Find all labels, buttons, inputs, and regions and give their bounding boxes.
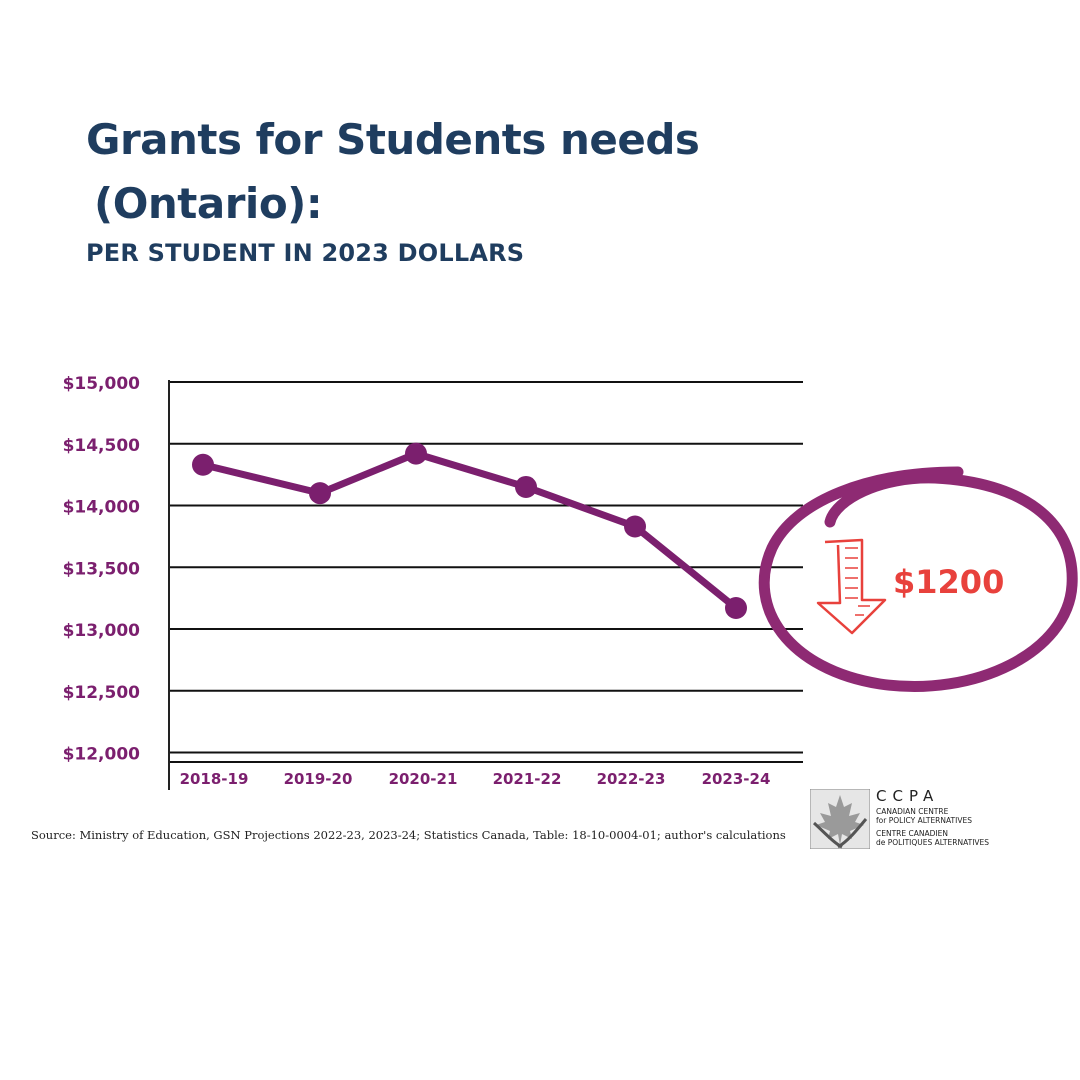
y-tick-label: $13,500 — [63, 559, 141, 579]
x-axis-ticks: 2018-19 2019-20 2020-21 2021-22 2022-23 2023-… — [180, 770, 771, 788]
ccpa-logo: CCPA CANADIAN CENTRE for POLICY ALTERNAT… — [810, 787, 1010, 851]
title-line-1: Grants for Students needs — [86, 115, 700, 164]
data-point — [192, 453, 214, 476]
annotation-label: $1200 — [893, 563, 1004, 601]
y-tick-label: $13,000 — [63, 621, 141, 641]
chart-title: Grants for Students needs (Ontario): — [86, 108, 700, 236]
data-points — [192, 442, 747, 620]
logo-line-1: CANADIAN CENTRE — [876, 807, 949, 816]
y-axis-ticks: $15,000 $14,500 $14,000 $13,500 $13,000 $12,5… — [63, 374, 141, 765]
chart-subtitle: PER STUDENT IN 2023 DOLLARS — [86, 239, 525, 267]
maple-leaf-icon — [810, 789, 870, 849]
annotation-group: $1200 — [758, 466, 1078, 693]
x-tick-label: 2023-24 — [702, 770, 771, 788]
x-tick-label: 2022-23 — [597, 770, 666, 788]
y-tick-label: $12,000 — [63, 745, 141, 765]
data-point — [405, 442, 427, 465]
x-tick-label: 2021-22 — [493, 770, 562, 788]
x-tick-label: 2019-20 — [284, 770, 353, 788]
down-arrow-icon — [816, 538, 887, 635]
logo-line-3: CENTRE CANADIEN — [876, 829, 948, 838]
x-tick-label: 2018-19 — [180, 770, 249, 788]
y-tick-label: $12,500 — [63, 683, 141, 703]
source-note: Source: Ministry of Education, GSN Proje… — [31, 828, 786, 842]
logo-name: CCPA — [876, 787, 940, 805]
data-point — [515, 475, 537, 498]
y-tick-label: $15,000 — [63, 374, 141, 394]
title-line-2: (Ontario): — [94, 179, 323, 228]
y-tick-label: $14,500 — [63, 436, 141, 456]
logo-line-2: for POLICY ALTERNATIVES — [876, 816, 972, 825]
data-point — [725, 597, 747, 620]
data-point — [309, 482, 331, 505]
data-point — [624, 515, 646, 538]
chart-grid — [169, 381, 803, 763]
highlight-circle — [758, 466, 1078, 693]
x-tick-label: 2020-21 — [389, 770, 458, 788]
logo-line-4: de POLITIQUES ALTERNATIVES — [876, 838, 990, 847]
y-tick-label: $14,000 — [63, 498, 141, 518]
series-line — [199, 450, 740, 612]
